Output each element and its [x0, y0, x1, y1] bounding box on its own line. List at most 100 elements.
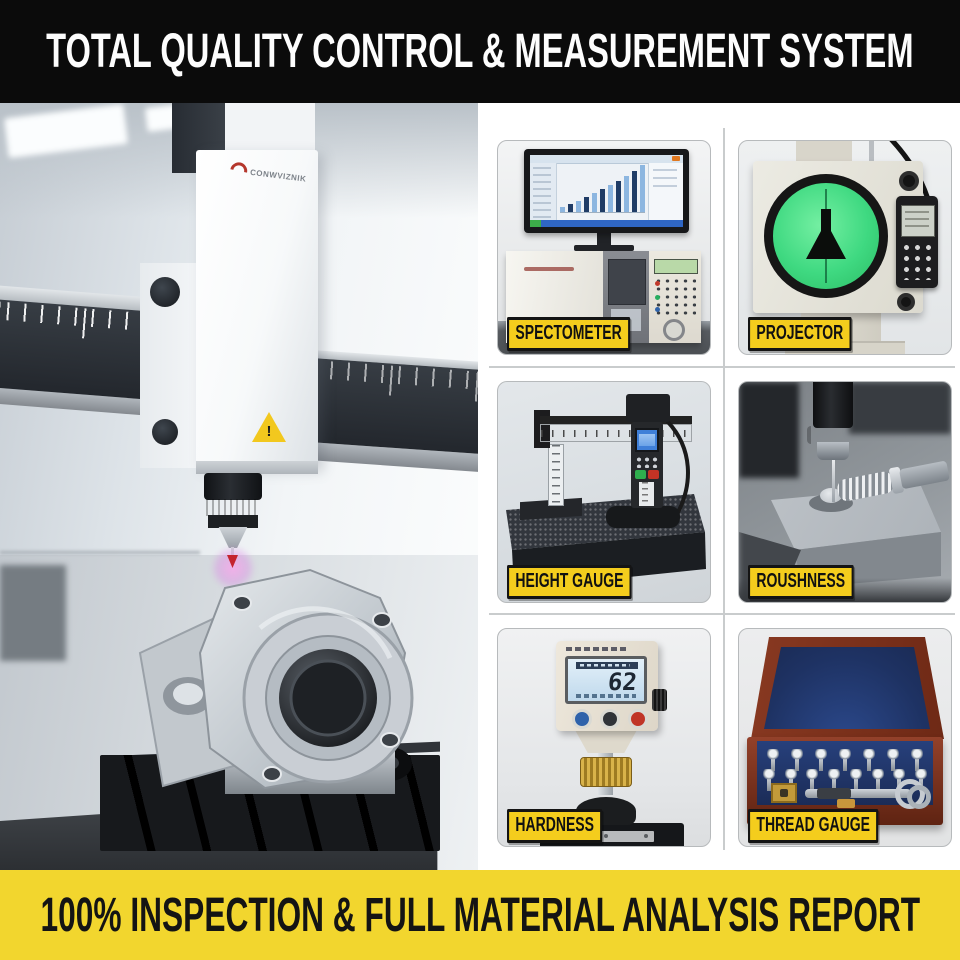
monitor-screen	[530, 155, 683, 227]
monitor-base	[574, 245, 634, 251]
grid-divider-horizontal	[489, 613, 955, 615]
tool-grip	[817, 788, 851, 799]
thread-plug-gauge	[828, 769, 841, 791]
chart-bar	[592, 193, 597, 212]
spectrometer-knob	[663, 319, 685, 341]
warning-triangle-icon: !	[252, 412, 286, 442]
spindle-collar	[807, 426, 859, 444]
spindle-chuck	[817, 442, 849, 460]
gauge-cable	[666, 420, 690, 518]
projector-knob-bottom	[897, 293, 915, 311]
gauge-row-1	[767, 749, 923, 771]
dro-lcd	[901, 205, 935, 237]
chart-bar	[624, 176, 629, 212]
blue-button	[572, 709, 592, 729]
brand-text: CONWVIZNIK	[249, 167, 307, 184]
chart-bar	[616, 181, 621, 212]
spectrometer-panel-screen	[608, 259, 646, 305]
probe-module	[208, 515, 258, 528]
green-button	[655, 295, 660, 300]
brand-swirl-icon	[226, 159, 251, 183]
cell-hardness: 62 HARDNESS	[497, 628, 711, 847]
right-gauge-base	[606, 506, 680, 528]
chart-bar	[640, 165, 645, 212]
top-banner-title: TOTAL QUALITY CONTROL & MEASUREMENT SYST…	[46, 25, 914, 78]
tester-spindle	[813, 382, 853, 428]
probe-knurled-ring	[206, 499, 260, 516]
lcd-status-bar	[576, 662, 638, 669]
cmm-bridge-beam-right	[290, 349, 478, 472]
projector-knob-top	[899, 171, 919, 191]
spectrometer-keypad	[654, 277, 696, 315]
monitor-stand	[597, 233, 611, 247]
dro-readout-unit	[896, 196, 938, 288]
background-shadow	[849, 382, 951, 434]
cell-spectometer: SPECTOMETER	[497, 140, 711, 355]
thread-plug-gauge	[911, 749, 923, 771]
lcd-bottom-row	[576, 694, 636, 698]
green-key	[635, 470, 646, 479]
gauge-handle-tool	[805, 788, 911, 799]
thread-plug-gauge	[815, 749, 827, 771]
thread-plug-gauge	[887, 749, 899, 771]
bottom-banner: 100% INSPECTION & FULL MATERIAL ANALYSIS…	[0, 870, 960, 960]
bottom-banner-title: 100% INSPECTION & FULL MATERIAL ANALYSIS…	[40, 888, 920, 942]
label-badge-spectometer: SPECTOMETER	[507, 317, 631, 351]
label-badge-hardness: HARDNESS	[507, 809, 603, 843]
spectrometer-control-panel	[649, 251, 701, 343]
right-gauge-head	[626, 394, 670, 422]
spectrometer-lcd	[654, 259, 698, 274]
dark-button	[600, 709, 620, 729]
spectrometer-brand-mark	[524, 267, 574, 271]
probe-body	[204, 473, 262, 500]
dro-keypad	[901, 242, 933, 280]
cell-projector: PROJECTOR	[738, 140, 952, 355]
background-furniture	[0, 565, 66, 661]
label-badge-thread-gauge: THREAD GAUGE	[748, 809, 879, 843]
start-button	[530, 220, 541, 227]
projector-green-screen	[764, 174, 888, 298]
gold-block-hole	[780, 789, 788, 797]
gold-block-gauge	[771, 783, 797, 803]
label-badge-height-gauge: HEIGHT GAUGE	[507, 565, 632, 599]
projector-pole	[869, 141, 874, 165]
machined-part	[138, 568, 414, 794]
left-gauge-scale-column	[548, 444, 564, 506]
screw	[644, 834, 648, 838]
bracket-bolt	[150, 277, 180, 307]
probe-ruby-tip	[227, 555, 238, 568]
monitor	[524, 149, 689, 233]
red-button	[628, 709, 648, 729]
chart-bar	[576, 201, 581, 212]
cmm-head-housing: CONWVIZNIK !	[196, 150, 318, 468]
cell-thread-gauge: THREAD GAUGE	[738, 628, 952, 847]
machine-column-blur	[739, 382, 799, 478]
brass-knurled-wheel	[580, 757, 632, 787]
wall-floor-line	[0, 551, 200, 554]
chart-bar	[608, 185, 613, 212]
grid-divider-vertical	[723, 128, 725, 850]
app-right-panel	[648, 163, 683, 221]
projector-top-neck	[796, 141, 852, 163]
height-gauge-scale	[639, 482, 654, 506]
digital-height-gauge	[631, 422, 663, 508]
tester-neck	[575, 731, 637, 753]
label-badge-projector: PROJECTOR	[748, 317, 852, 351]
base-name-plate	[598, 831, 654, 842]
chart-bar	[560, 207, 565, 212]
chart-bar	[568, 204, 573, 212]
app-sidebar	[530, 163, 557, 221]
blue-button	[655, 307, 660, 312]
app-toolbar	[530, 155, 683, 164]
lcd-frame: 62	[565, 656, 647, 704]
thread-plug-gauge	[871, 769, 884, 791]
tester-brand-mark	[566, 647, 628, 651]
sample-cylinder	[820, 488, 842, 503]
lid-velvet-lining	[764, 647, 930, 729]
ring-gauge	[907, 785, 931, 809]
height-gauge-lcd	[635, 428, 659, 452]
roughness-probe-needle	[832, 460, 835, 502]
top-banner: TOTAL QUALITY CONTROL & MEASUREMENT SYST…	[0, 0, 960, 103]
base-velvet-tray	[757, 741, 933, 809]
thread-plug-gauge	[806, 769, 819, 791]
